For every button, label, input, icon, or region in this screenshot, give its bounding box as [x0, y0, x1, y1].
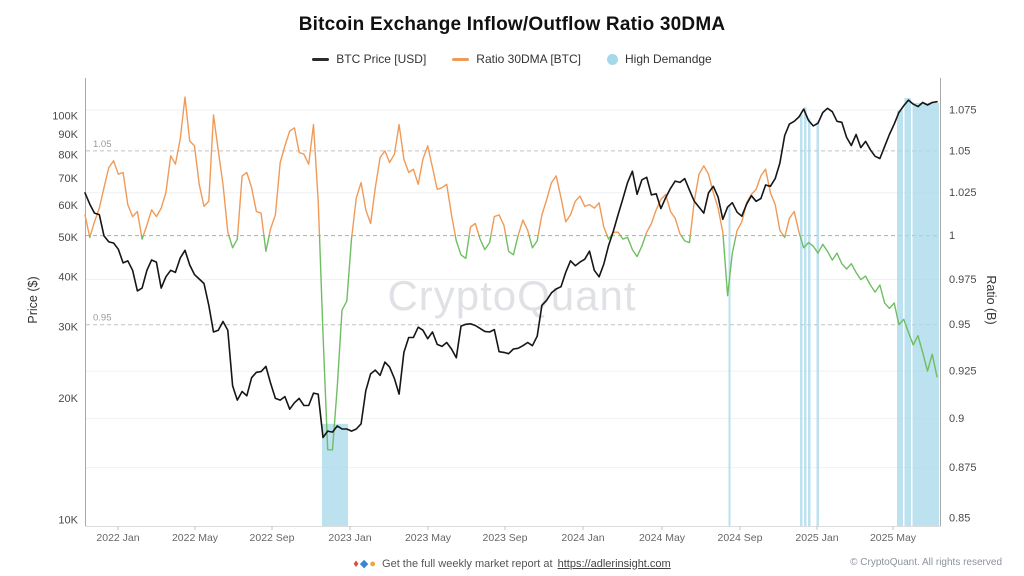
legend-label: BTC Price [USD] [336, 52, 427, 66]
right-axis-tick-label: 1.05 [949, 145, 970, 157]
x-axis-tick-label: 2023 Sep [483, 532, 528, 544]
high-demand-band [808, 118, 811, 526]
x-axis-tick-label: 2022 Jan [96, 532, 139, 544]
left-axis-tick-label: 90K [58, 129, 78, 141]
ratio-line-below [680, 234, 691, 244]
right-axis-tick-label: 0.875 [949, 462, 977, 474]
legend-label: High Demandge [625, 52, 712, 66]
ratio-line-above [89, 160, 143, 237]
right-axis-tick-label: 0.9 [949, 413, 964, 425]
ratio-line-below [528, 234, 539, 249]
x-axis-tick-label: 2022 May [172, 532, 219, 544]
ratio-line-above [784, 210, 801, 237]
left-axis-tick-label: 10K [58, 515, 78, 527]
threshold-label: 1.05 [93, 139, 112, 150]
x-axis-tick-label: 2023 Jan [328, 532, 371, 544]
high-demand-band [800, 114, 803, 526]
left-axis-tick-label: 80K [58, 150, 78, 162]
right-axis-tick-label: 1.025 [949, 187, 977, 199]
legend-item-high-demand: High Demandge [607, 52, 712, 66]
ratio-line-below [228, 234, 239, 249]
ratio-line-above [689, 165, 724, 237]
report-link[interactable]: https://adlerinsight.com [557, 557, 671, 570]
ratio-line-above [468, 222, 480, 237]
x-axis-tick-label: 2024 Jan [561, 532, 604, 544]
right-axis-tick-label: 0.85 [949, 512, 970, 524]
left-axis-tick-label: 40K [58, 271, 78, 283]
ratio-line-above [236, 171, 265, 237]
left-axis-tick-label: 30K [58, 322, 78, 334]
ratio-line-above [268, 123, 321, 237]
left-axis-tick-label: 70K [58, 173, 78, 185]
x-axis-tick-label: 2025 Jan [795, 532, 838, 544]
left-axis-tick-label: 50K [58, 232, 78, 244]
right-axis-tick-label: 1 [949, 230, 955, 242]
x-axis-tick-label: 2022 Sep [250, 532, 295, 544]
ratio-line-above [537, 175, 608, 237]
ratio-line-below [318, 234, 353, 451]
footer-emoji-icons: ♦◆● [353, 557, 377, 570]
ratio-line-below [799, 234, 938, 378]
footer-note: ♦◆● Get the full weekly market report at… [0, 557, 1024, 571]
ratio-line-above [490, 214, 507, 237]
ratio-line-above [644, 193, 682, 237]
right-axis-tick-label: 0.95 [949, 319, 970, 331]
ratio-line-above [84, 214, 91, 237]
ratio-line-below [619, 234, 647, 258]
high-demand-band [816, 121, 819, 527]
high-demand-dot-icon [607, 53, 618, 65]
legend-item-btc-price: BTC Price [USD] [312, 52, 426, 66]
high-demand-band [912, 102, 939, 527]
ratio-line-below [454, 234, 470, 260]
copyright: © CryptoQuant. All rights reserved [850, 557, 1002, 568]
legend-item-ratio: Ratio 30DMA [BTC] [452, 52, 581, 66]
high-demand-band [728, 205, 731, 526]
btc-price-line [84, 99, 938, 439]
left-axis-tick-label: 100K [52, 111, 78, 123]
right-axis-tick-label: 0.925 [949, 366, 977, 378]
threshold-label: 0.95 [93, 313, 112, 324]
high-demand-band [322, 423, 348, 526]
ratio-line-icon [452, 57, 470, 61]
right-axis-tick-label: 1.075 [949, 105, 977, 117]
legend-label: Ratio 30DMA [BTC] [476, 52, 581, 66]
diamond-icon: ♦ [353, 558, 359, 570]
footer-text: Get the full weekly market report at [382, 557, 553, 570]
ratio-line-below [478, 234, 492, 251]
ratio-line-below [505, 234, 519, 256]
high-demand-band [904, 98, 911, 527]
high-demand-band [897, 110, 903, 527]
x-axis-tick-label: 2024 May [639, 532, 686, 544]
legend: BTC Price [USD] Ratio 30DMA [BTC] High D… [0, 50, 1024, 68]
ratio-line-below [606, 234, 612, 240]
x-axis-tick-label: 2023 May [405, 532, 452, 544]
ratio-line-above [142, 96, 230, 237]
x-axis-tick-label: 2024 Sep [718, 532, 763, 544]
ratio-line-below [722, 234, 737, 297]
left-axis-tick-label: 60K [58, 200, 78, 212]
ratio-line-above [517, 219, 530, 237]
left-axis-tick-label: 20K [58, 393, 78, 405]
high-demand-band [804, 107, 807, 526]
ratio-line-above [735, 168, 785, 237]
ratio-line-above [351, 123, 456, 237]
hands-icon: ● [369, 558, 377, 570]
gem-icon: ◆ [359, 558, 369, 570]
chart-title: Bitcoin Exchange Inflow/Outflow Ratio 30… [298, 14, 726, 35]
btc-price-line-icon [312, 57, 330, 61]
right-axis-tick-label: 0.975 [949, 274, 977, 286]
x-axis-tick-label: 2025 May [870, 532, 917, 544]
ratio-line-below [140, 234, 145, 240]
ratio-line-below [263, 234, 270, 253]
